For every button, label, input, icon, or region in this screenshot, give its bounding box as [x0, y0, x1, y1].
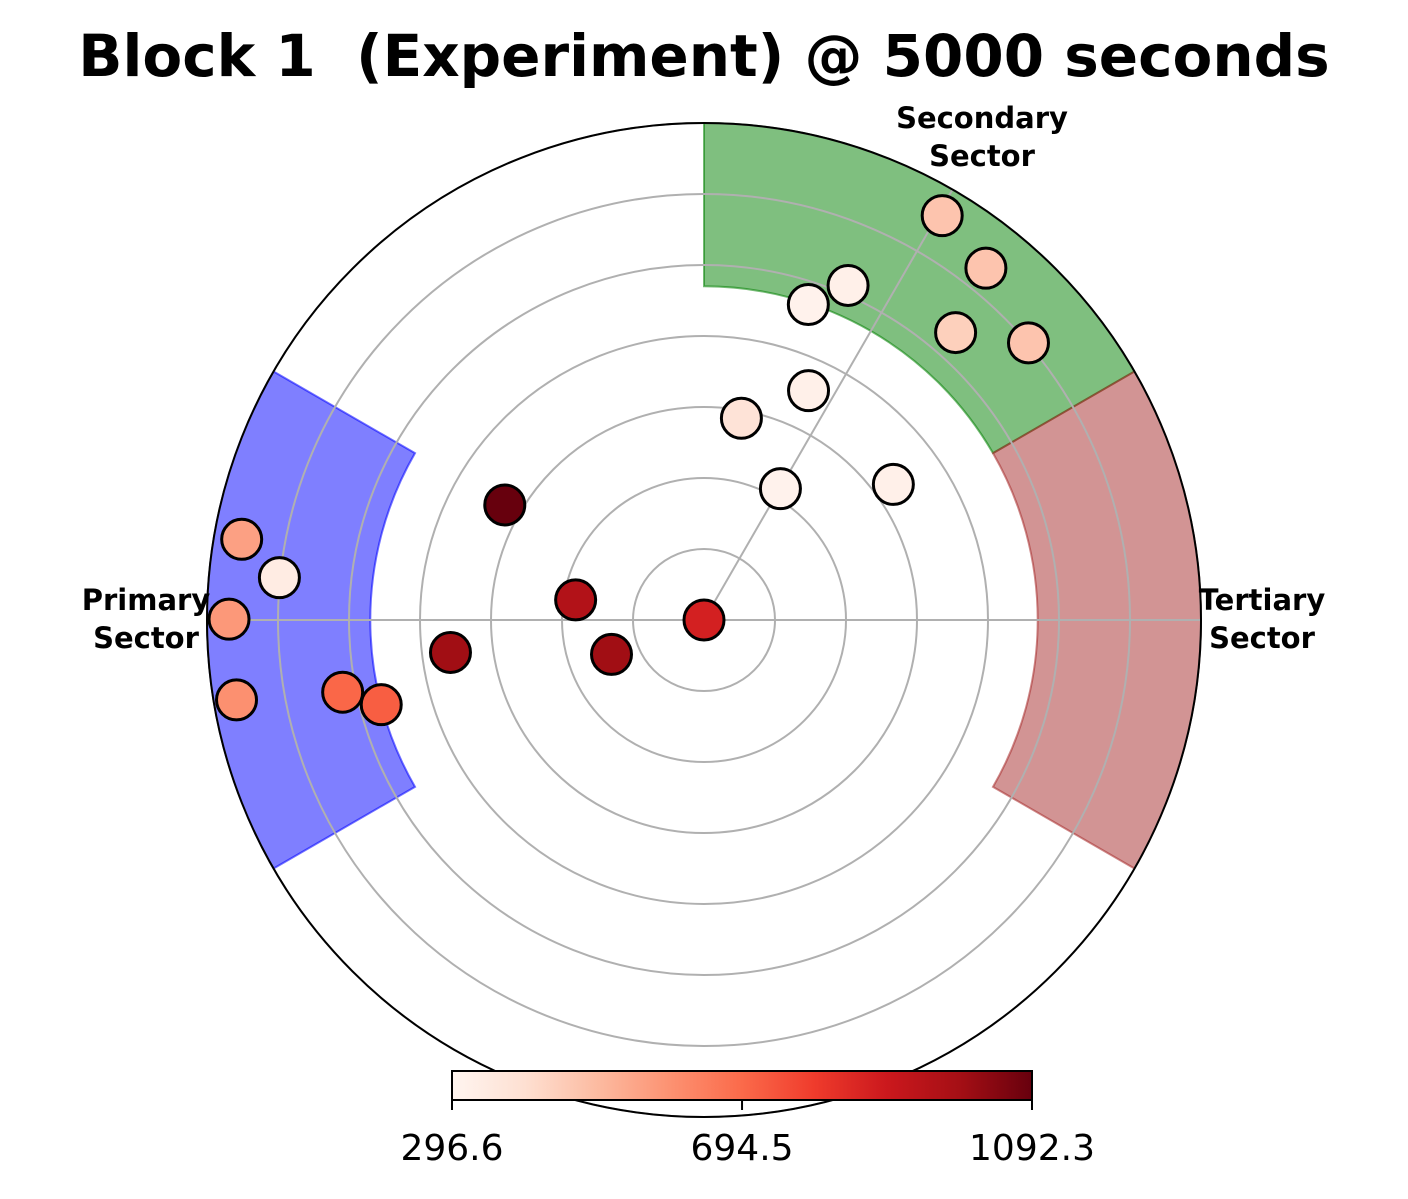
- data-point: [321, 670, 365, 714]
- data-point: [554, 578, 598, 622]
- data-point: [483, 483, 527, 527]
- data-point: [682, 598, 726, 642]
- data-point: [257, 556, 301, 600]
- data-point: [359, 683, 403, 727]
- data-point: [1006, 321, 1050, 365]
- colorbar-ticks: 296.6 694.5 1092.3: [400, 1100, 1095, 1169]
- data-point: [786, 283, 830, 327]
- data-point: [964, 246, 1008, 290]
- data-points: [207, 194, 1050, 727]
- data-point: [758, 467, 802, 511]
- data-point: [215, 678, 259, 722]
- data-point: [871, 462, 915, 506]
- chart-title: Block 1 (Experiment) @ 5000 seconds: [78, 22, 1330, 90]
- colorbar-gradient: [451, 1070, 1033, 1101]
- data-point: [826, 263, 870, 307]
- theta-gridline: [703, 189, 954, 621]
- sector-labels: Secondary Sector Tertiary Sector Primary Sect…: [82, 101, 1326, 655]
- data-point: [207, 597, 251, 641]
- colorbar-tick-label: 296.6: [400, 1128, 503, 1169]
- colorbar-tick-label: 694.5: [691, 1128, 794, 1169]
- sector-label-tertiary: Tertiary Sector: [1199, 583, 1326, 655]
- data-point: [787, 369, 831, 413]
- data-point: [220, 517, 264, 561]
- sectors-layer: [206, 121, 1202, 870]
- colorbar: 296.6 694.5 1092.3: [400, 1070, 1095, 1169]
- data-point: [719, 396, 763, 440]
- sector-label-primary: Primary Sector: [82, 583, 211, 655]
- data-point: [589, 632, 633, 676]
- sector-label-secondary: Secondary Sector: [896, 101, 1068, 173]
- data-point: [934, 311, 978, 355]
- colorbar-tick-label: 1092.3: [969, 1128, 1095, 1169]
- polar-frame: [206, 122, 1202, 1118]
- data-point: [920, 194, 964, 238]
- data-point: [428, 630, 472, 674]
